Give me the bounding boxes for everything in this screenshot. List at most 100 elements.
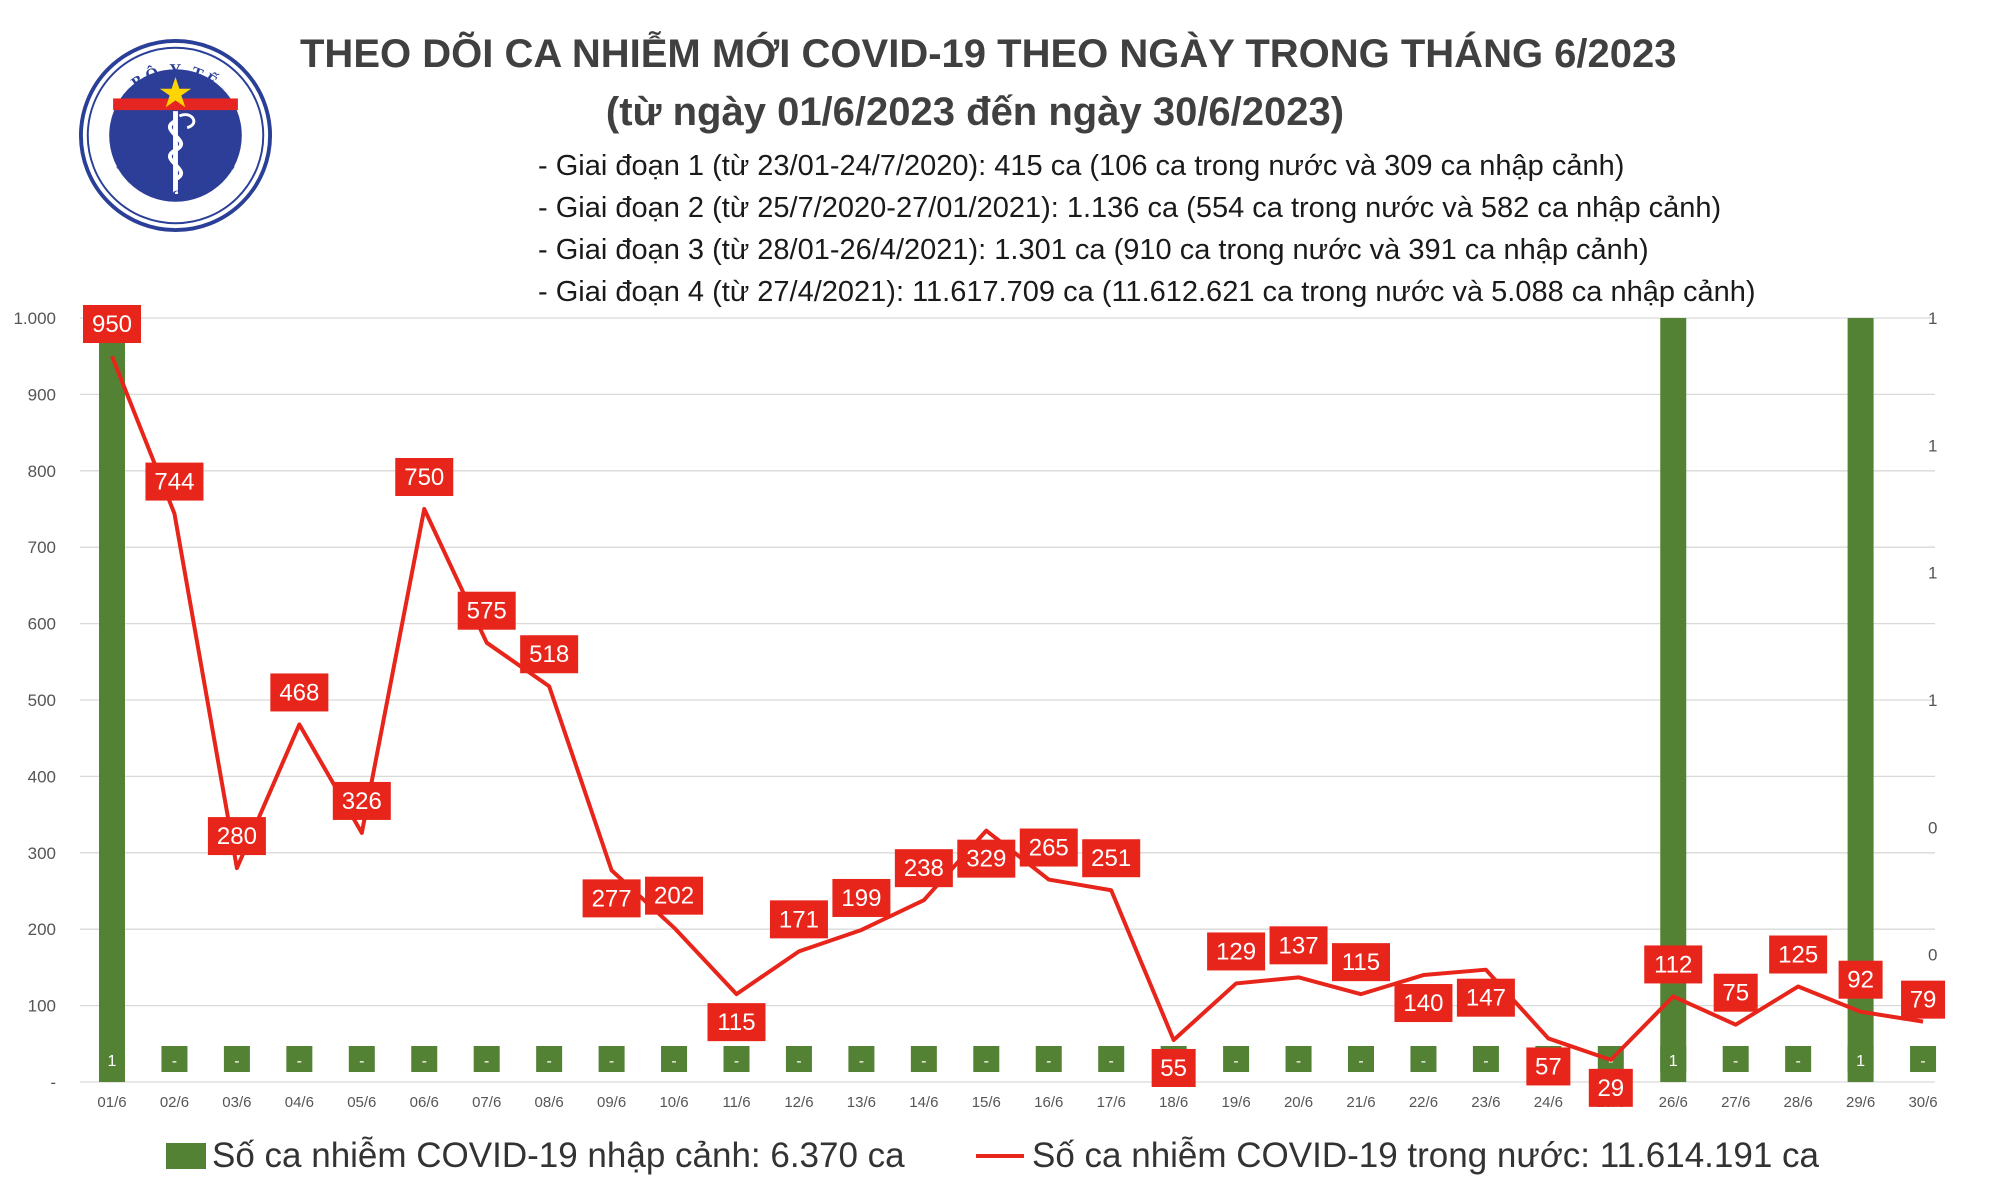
y-tick-label-right: 1 [1928,691,1937,710]
line-data-label-box [1644,945,1703,984]
line-data-label: 92 [1847,967,1874,994]
bar-label-box [848,1046,875,1072]
legend-label-imported: Số ca nhiễm COVID-19 nhập cảnh: 6.370 ca [212,1136,905,1175]
bar-label-box [1348,1046,1374,1072]
bar-data-label: - [921,1053,926,1070]
line-data-label: 251 [1091,845,1131,872]
line-data-label: 326 [342,788,382,815]
bar-label-box [785,1046,812,1072]
x-tick-label: 27/6 [1721,1094,1750,1111]
line-data-label-box [645,876,704,915]
x-tick-label: 29/6 [1846,1094,1875,1111]
line-data-label-box [1526,1047,1571,1086]
bar-label-box [1223,1046,1250,1072]
phase-note-1: - Giai đoạn 1 (từ 23/01-24/7/2020): 415 … [538,150,1625,182]
bar-label-box [1098,1046,1125,1072]
bar [1847,318,1874,1082]
bar-label-box [411,1046,438,1072]
legend-label-domestic: Số ca nhiễm COVID-19 trong nước: 11.614.… [1032,1136,1819,1175]
bar-label-box [536,1046,563,1072]
x-tick-label: 21/6 [1346,1094,1375,1111]
x-tick-label: 14/6 [909,1094,938,1111]
line-data-label: 79 [1910,987,1937,1014]
line-data-label: 137 [1279,932,1319,959]
bar-label-box [723,1046,750,1072]
legend-item-imported: Số ca nhiễm COVID-19 nhập cảnh: 6.370 ca [166,1136,905,1176]
bar-data-label: 1 [1669,1053,1678,1070]
line-data-label-box [957,839,1016,878]
bar-label-box [473,1046,500,1072]
x-tick-label: 11/6 [722,1094,750,1111]
line-data-label: 115 [717,1009,755,1036]
bar-label-box [661,1046,688,1072]
bar-data-label: - [422,1053,427,1070]
x-tick-label: 07/6 [472,1094,501,1111]
line-data-label-box [1269,926,1328,965]
bar-label-box [1660,1046,1687,1072]
x-tick-label: 22/6 [1409,1094,1438,1111]
x-tick-label: 16/6 [1034,1094,1063,1111]
line-data-label-box [832,878,891,917]
line-data-label-box [145,462,204,501]
covid-chart: -1002003004005006007008009001.0000011111… [13,305,1946,1111]
line-data-label: 147 [1466,985,1506,1012]
phase-notes: - Giai đoạn 1 (từ 23/01-24/7/2020): 415 … [538,145,1756,313]
bar-label-box [598,1046,625,1072]
line-data-label: 202 [654,883,694,910]
bar-data-label: - [1233,1053,1238,1070]
x-tick-label: 06/6 [410,1094,439,1111]
bar-label-box [223,1046,250,1072]
bar-data-label: - [1483,1053,1488,1070]
bar-data-label: - [484,1053,489,1070]
bar-label-box [348,1046,375,1072]
y-tick-label-left: 200 [28,920,56,939]
bar-data-label: - [984,1053,989,1070]
x-tick-label: 23/6 [1471,1094,1500,1111]
line-data-label: 950 [92,311,132,338]
bar-data-label: - [609,1053,614,1070]
bar-data-label: - [234,1053,239,1070]
phase-note-2: - Giai đoạn 2 (từ 25/7/2020-27/01/2021):… [538,192,1722,224]
line-data-label-box [270,673,329,712]
x-tick-label: 26/6 [1659,1094,1688,1111]
bar-data-label: - [1795,1053,1800,1070]
line-data-label: 575 [467,598,507,625]
legend-swatch-imported [166,1143,206,1169]
bar-data-label: - [359,1053,364,1070]
line-data-label-box [582,879,641,918]
line-data-label-box [1456,978,1515,1017]
domestic-cases-line [110,355,1924,1062]
line-data-label-box [1769,935,1828,974]
ministry-of-health-logo: BỘ Y TẾ MINISTRY OF HEALTH [78,38,273,233]
x-tick-label: 13/6 [847,1094,876,1111]
bar-data-label: - [1920,1053,1925,1070]
phase-note-4: - Giai đoạn 4 (từ 27/4/2021): 11.617.709… [538,276,1756,308]
bar-label-box [1410,1046,1437,1072]
line-data-label: 277 [592,885,632,912]
legend-swatch-domestic [976,1154,1024,1158]
line-data-label: 199 [841,885,881,912]
y-tick-label-left: 600 [28,615,56,634]
bar-data-label: - [1296,1053,1301,1070]
x-tick-label: 03/6 [222,1094,251,1111]
line-data-label-box [1151,1048,1196,1087]
x-tick-label: 01/6 [97,1094,126,1111]
bar-label-box [1722,1046,1749,1072]
legend-item-domestic: Số ca nhiễm COVID-19 trong nước: 11.614.… [976,1136,1819,1176]
y-tick-label-right: 0 [1928,946,1937,965]
y-tick-label-left: 300 [28,844,56,863]
line-data-label-box [1838,960,1883,999]
bar-label-box [286,1046,313,1072]
line-data-label: 140 [1403,990,1443,1017]
bar-label-box [161,1046,188,1072]
bar-data-label: - [796,1053,801,1070]
line-data-label-box [1019,828,1078,867]
bar-data-label: - [1046,1053,1051,1070]
line-data-label-box [1082,839,1141,878]
bar-data-label: - [172,1053,177,1070]
y-tick-label-left: 1.000 [13,309,56,328]
line-data-label-box [1207,932,1266,971]
line-data-label: 750 [404,464,444,491]
legend: Số ca nhiễm COVID-19 nhập cảnh: 6.370 ca… [0,1128,2000,1188]
bar-label-box [973,1046,1000,1072]
